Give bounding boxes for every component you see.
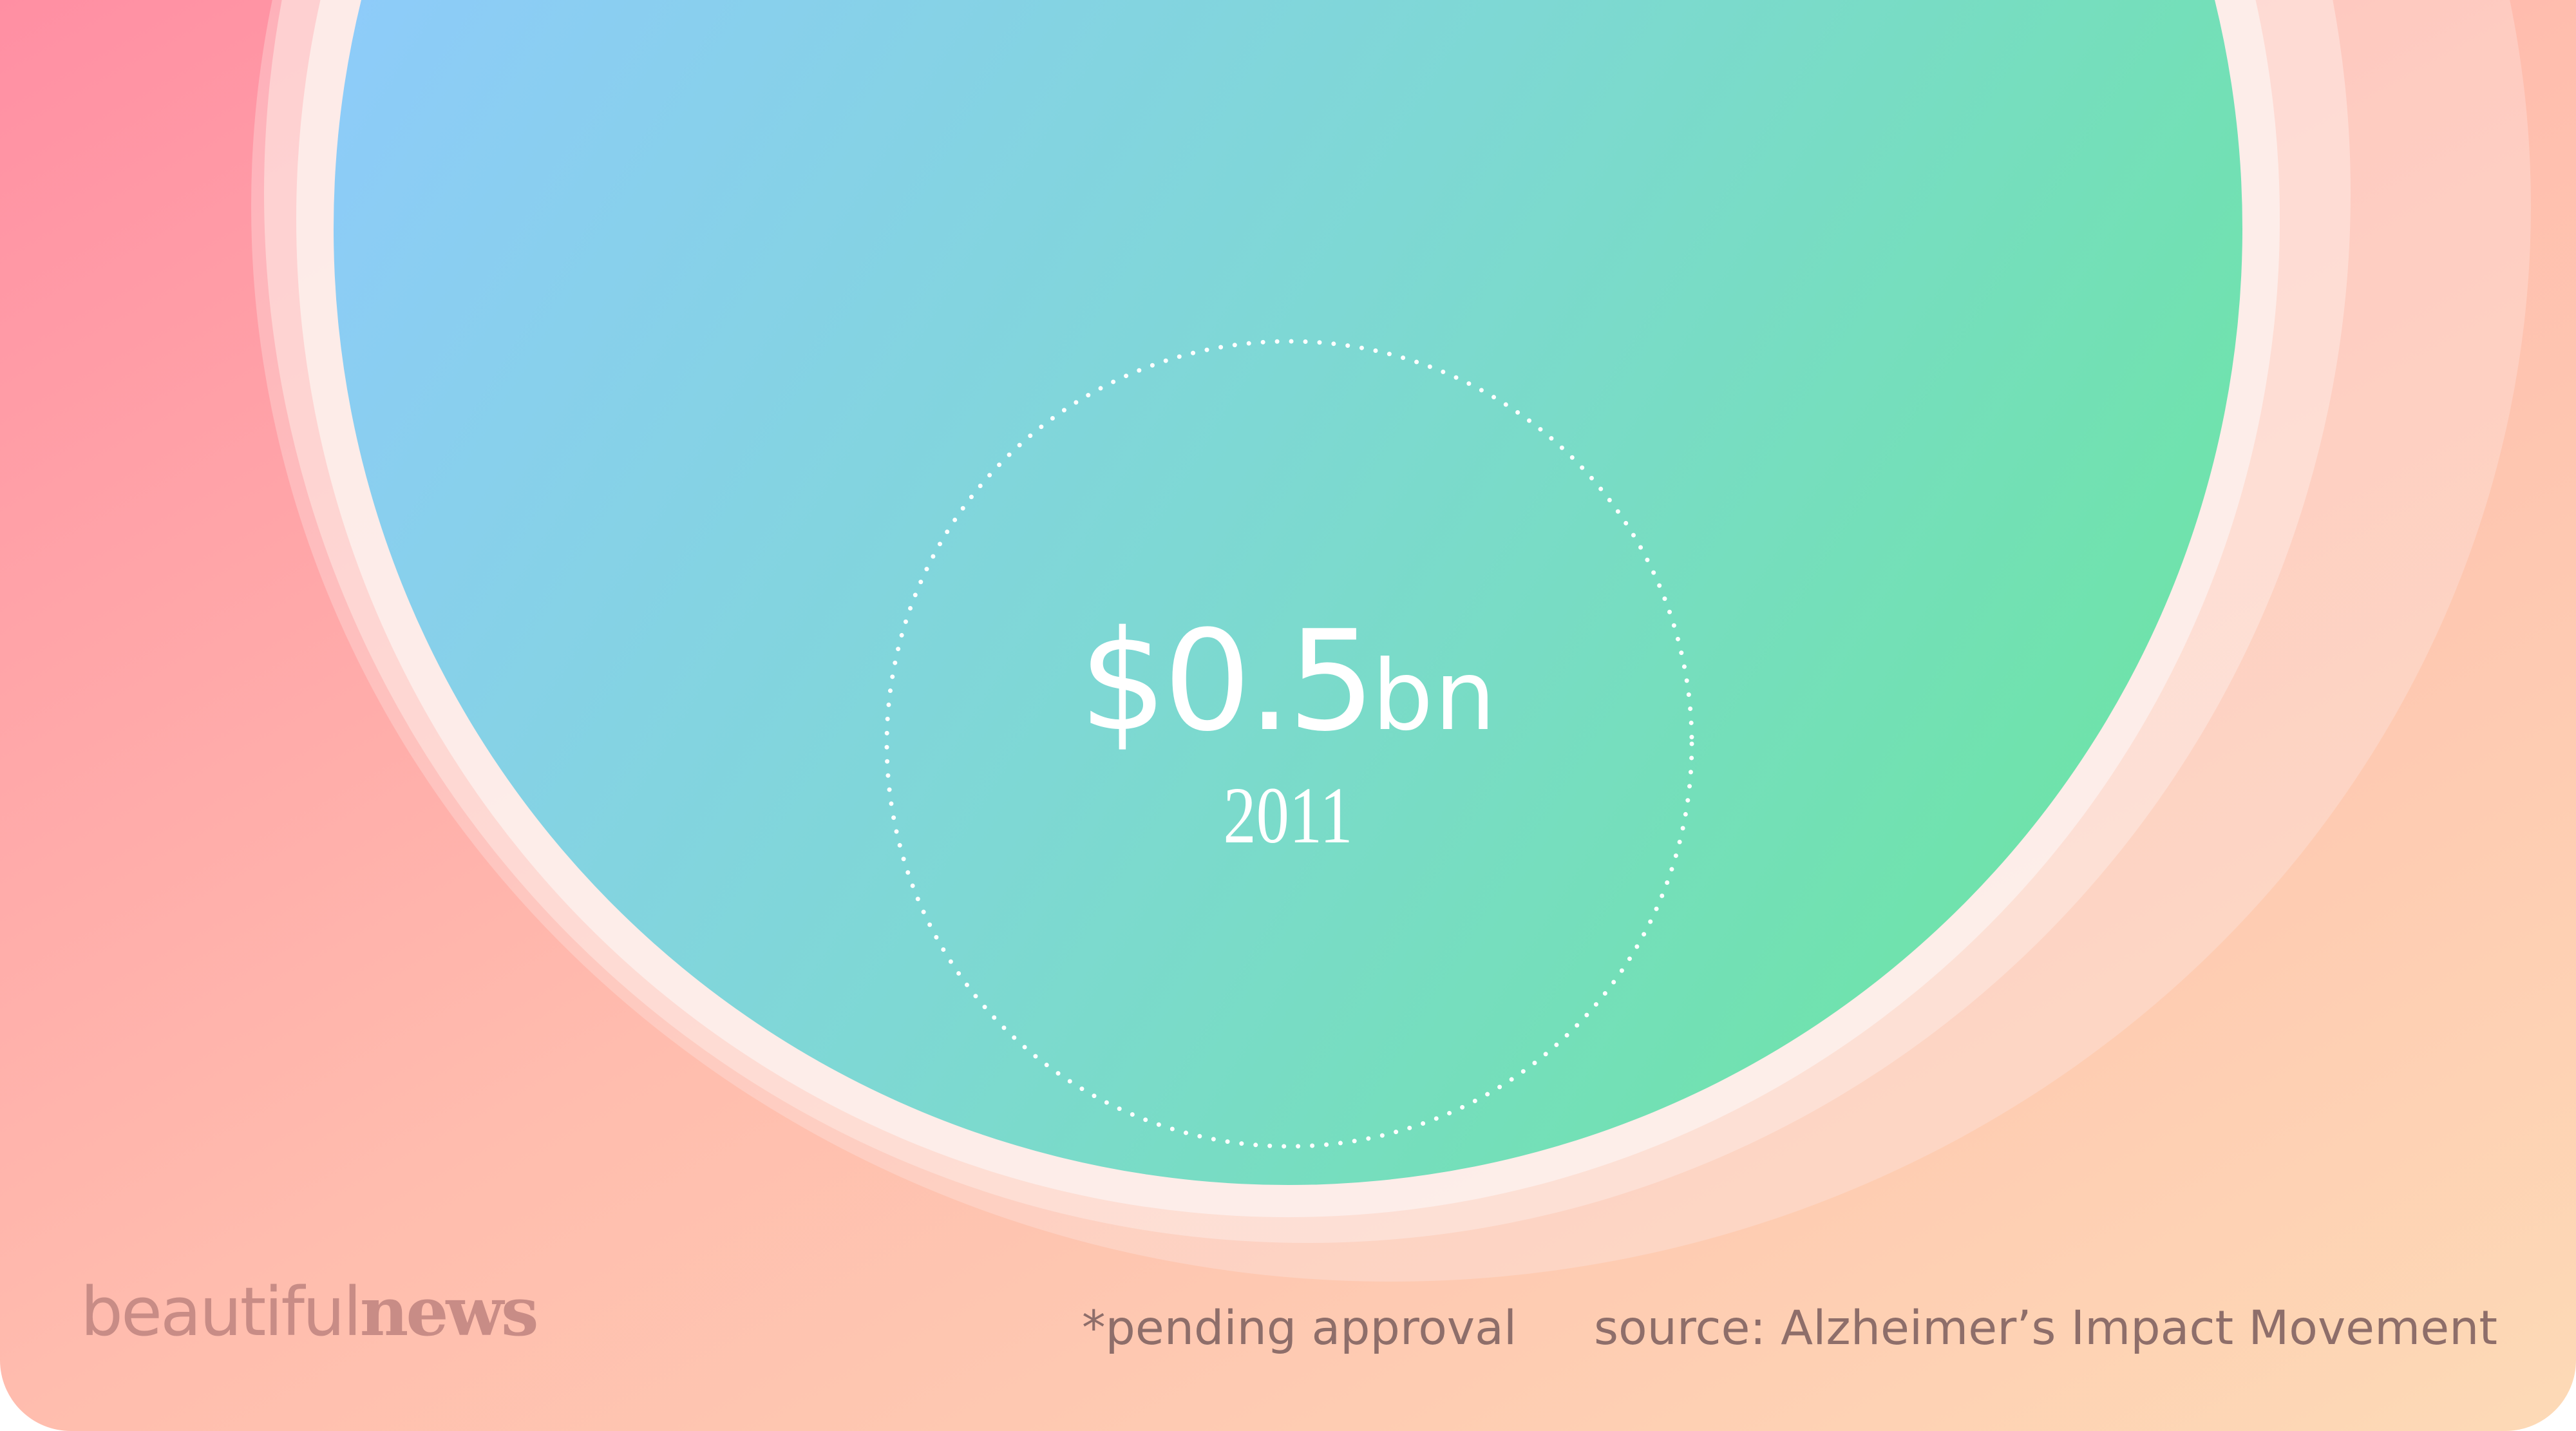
year-label: 2011 bbox=[1223, 772, 1353, 860]
dotted-ring bbox=[884, 339, 1694, 1149]
amount-unit: bn bbox=[1372, 640, 1497, 752]
amount-number: $0.5 bbox=[1079, 600, 1376, 762]
amount-value: $0.5bn bbox=[0, 612, 2576, 750]
source-note: source: Alzheimer’s Impact Movement bbox=[1593, 1301, 2497, 1356]
logo-word-beautiful: beautiful bbox=[80, 1273, 362, 1351]
beautiful-news-logo: beautifulnews bbox=[80, 1278, 539, 1346]
logo-word-news: news bbox=[359, 1272, 539, 1351]
pending-approval-note: *pending approval bbox=[1082, 1301, 1517, 1356]
main-circle bbox=[334, 0, 2242, 1185]
